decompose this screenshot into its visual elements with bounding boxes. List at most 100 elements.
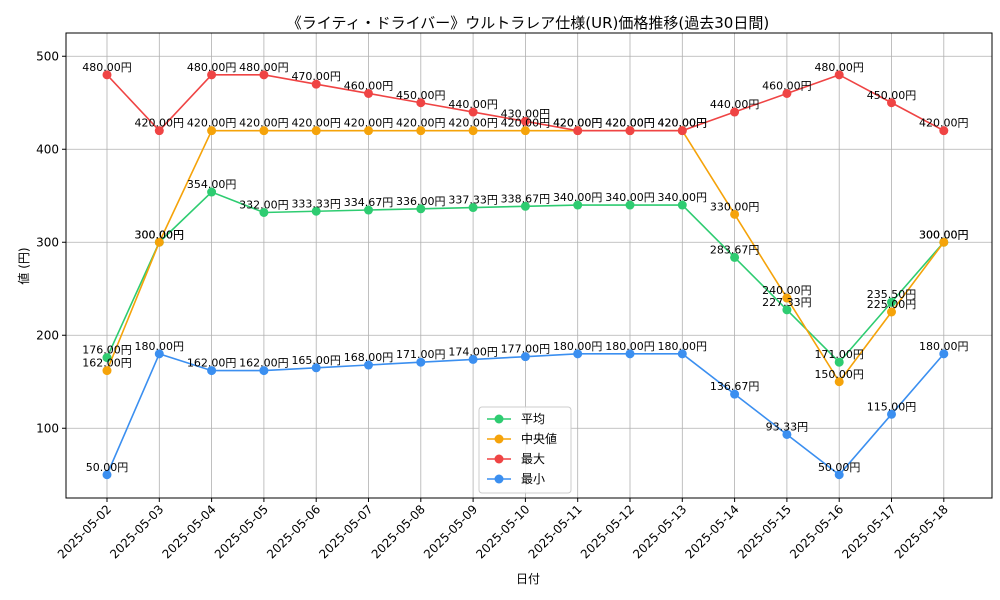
x-tick-label: 2025-05-04	[160, 502, 219, 561]
x-tick-label: 2025-05-07	[316, 502, 375, 561]
data-label: 330.00円	[710, 200, 760, 213]
data-label: 460.00円	[344, 79, 394, 92]
data-label: 300.00円	[919, 228, 969, 241]
x-tick-label: 2025-05-17	[839, 502, 898, 561]
data-point	[520, 126, 530, 136]
data-point	[573, 200, 583, 210]
x-tick-label: 2025-05-15	[735, 502, 794, 561]
data-point	[730, 389, 740, 399]
data-point	[364, 88, 373, 98]
data-label: 300.00円	[135, 228, 185, 241]
x-axis: 2025-05-022025-05-032025-05-042025-05-05…	[55, 498, 951, 561]
data-label: 333.33円	[291, 197, 341, 210]
data-point	[416, 357, 426, 367]
legend-marker	[494, 454, 504, 464]
data-point	[468, 354, 478, 364]
data-point	[364, 205, 373, 215]
data-point	[259, 70, 269, 80]
data-point	[730, 107, 740, 117]
x-tick-label: 2025-05-08	[369, 502, 428, 561]
x-tick-label: 2025-05-11	[526, 502, 585, 561]
data-label: 420.00円	[239, 117, 289, 130]
data-point	[677, 200, 687, 210]
x-tick-label: 2025-05-12	[578, 502, 637, 561]
data-label: 300.00円	[135, 228, 185, 241]
data-label: 338.67円	[501, 192, 551, 205]
x-tick-label: 2025-05-03	[107, 502, 166, 561]
legend-label: 中央値	[521, 431, 557, 446]
data-point	[887, 409, 896, 419]
data-point	[468, 107, 478, 117]
data-label: 337.33円	[448, 194, 498, 207]
data-label: 168.00円	[344, 351, 394, 364]
data-point	[677, 349, 687, 359]
data-point	[939, 126, 949, 136]
data-label: 171.00円	[814, 348, 864, 361]
data-label: 162.00円	[82, 357, 132, 370]
data-label: 300.00円	[919, 228, 969, 241]
data-point	[573, 126, 583, 136]
data-point	[782, 293, 792, 303]
data-point	[102, 470, 112, 480]
data-point	[520, 201, 530, 211]
x-tick-label: 2025-05-18	[892, 502, 951, 561]
data-point	[259, 126, 269, 136]
data-point	[834, 377, 844, 387]
data-point	[207, 187, 217, 197]
data-point	[207, 70, 217, 80]
data-point	[416, 126, 426, 136]
data-label: 480.00円	[187, 61, 237, 74]
data-label: 227.33円	[762, 296, 812, 309]
data-point	[887, 98, 896, 108]
data-label: 420.00円	[448, 117, 498, 130]
data-point	[364, 126, 373, 136]
data-label: 180.00円	[919, 340, 969, 353]
data-label: 136.67円	[710, 380, 760, 393]
data-point	[154, 126, 164, 136]
data-point	[259, 207, 269, 217]
data-label: 180.00円	[135, 340, 185, 353]
data-label: 420.00円	[135, 117, 185, 130]
chart-title: 《ライティ・ドライバー》ウルトラレア仕様(UR)価格推移(過去30日間)	[287, 14, 769, 32]
data-label: 480.00円	[239, 61, 289, 74]
series-layer	[102, 70, 949, 480]
data-point	[625, 200, 635, 210]
y-tick-label: 300	[36, 235, 59, 249]
data-label: 420.00円	[396, 117, 446, 130]
data-point	[625, 349, 635, 359]
y-axis: 100 200 300 400 500	[36, 49, 66, 435]
legend-marker	[494, 434, 504, 444]
data-label: 50.00円	[86, 461, 129, 474]
x-tick-label: 2025-05-14	[683, 502, 742, 561]
x-axis-label: 日付	[516, 572, 540, 586]
data-label: 180.00円	[658, 340, 708, 353]
data-point	[102, 70, 112, 80]
legend-label: 最小	[521, 472, 545, 486]
data-point	[782, 88, 792, 98]
data-label: 420.00円	[344, 117, 394, 130]
data-label: 165.00円	[291, 354, 341, 367]
x-tick-label: 2025-05-10	[473, 502, 532, 561]
data-point	[625, 126, 635, 136]
y-tick-label: 400	[36, 142, 59, 156]
data-label: 162.00円	[187, 357, 237, 370]
data-label: 420.00円	[553, 117, 603, 130]
data-label: 334.67円	[344, 196, 394, 209]
data-label: 480.00円	[82, 61, 132, 74]
data-point	[573, 349, 583, 359]
data-point	[207, 126, 217, 136]
data-label: 480.00円	[814, 61, 864, 74]
data-label: 336.00円	[396, 195, 446, 208]
x-tick-label: 2025-05-09	[421, 502, 480, 561]
x-tick-label: 2025-05-06	[264, 502, 323, 561]
data-label: 162.00円	[239, 357, 289, 370]
data-point	[834, 357, 844, 367]
y-tick-label: 200	[36, 328, 59, 342]
data-point	[154, 349, 164, 359]
y-axis-label: 値 (円)	[16, 247, 31, 284]
data-point	[102, 366, 112, 376]
x-tick-label: 2025-05-02	[55, 502, 114, 561]
data-label: 420.00円	[919, 117, 969, 130]
